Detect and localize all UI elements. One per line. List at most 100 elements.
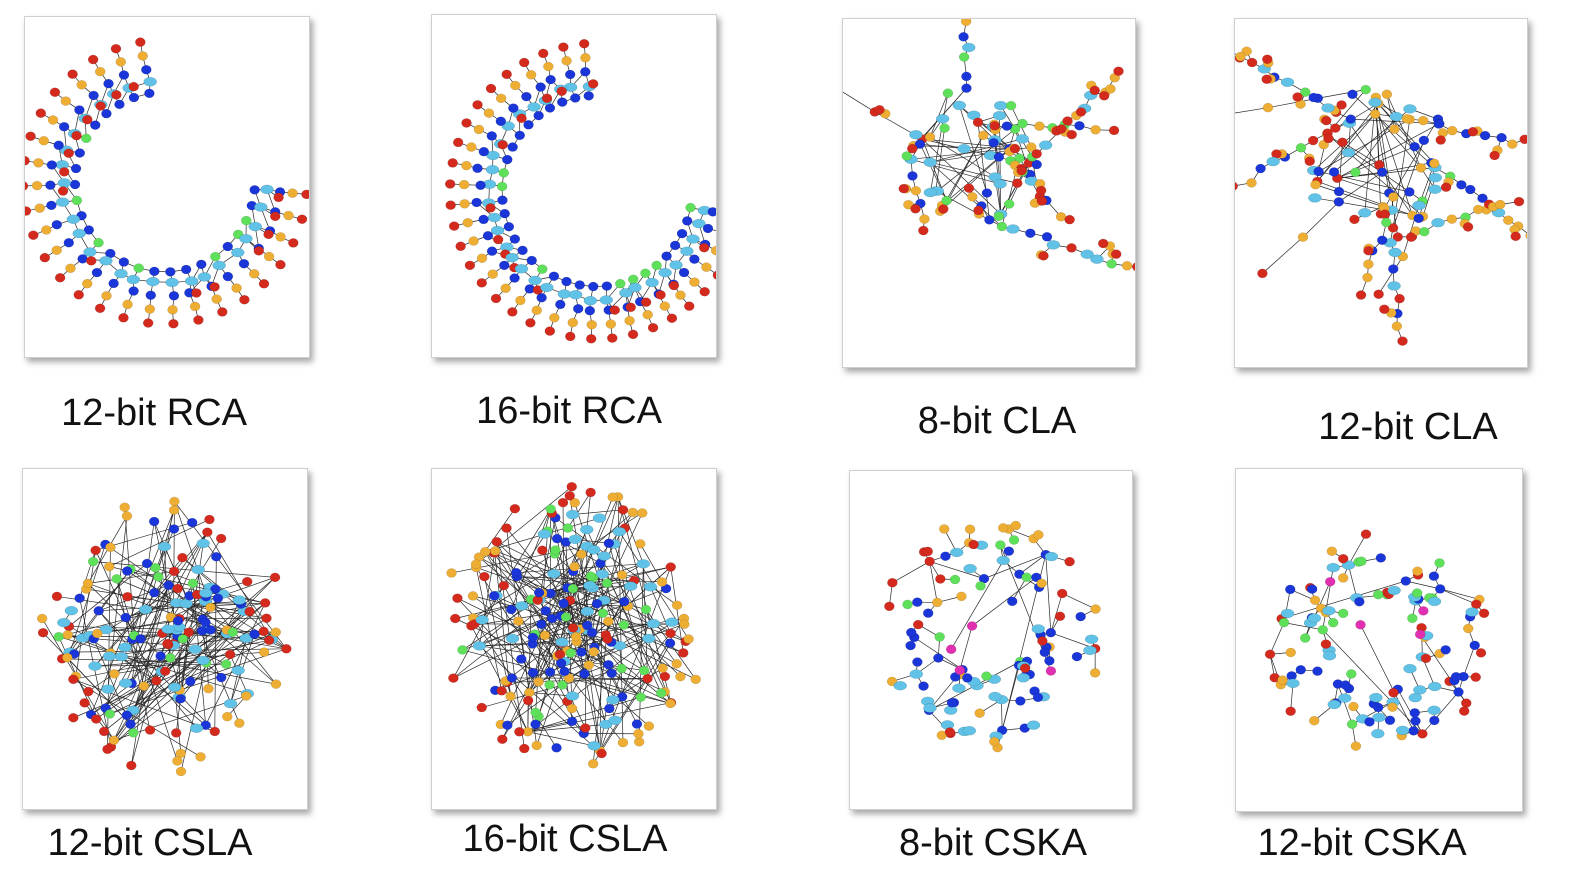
graph-node-red: [684, 301, 695, 311]
graph-node-orange: [939, 524, 950, 534]
graph-node-orange: [989, 736, 1000, 747]
graph-node-cyan: [658, 267, 672, 278]
graph-node-cyan: [1084, 634, 1099, 644]
graph-node-red: [1336, 100, 1347, 110]
graph-node-blue: [516, 654, 527, 664]
graph-node-orange: [1090, 125, 1101, 135]
caption-16-bit-rca: 16-bit RCA: [476, 390, 662, 432]
graph-edge: [1283, 622, 1323, 631]
graph-node-red: [492, 234, 504, 245]
graph-node-orange: [122, 299, 133, 310]
graph-node-orange: [642, 310, 653, 320]
graph-node-cyan: [199, 588, 213, 598]
graph-node-cyan: [527, 102, 541, 112]
graph-node-orange: [543, 61, 554, 72]
graph-node-cyan: [1044, 551, 1059, 562]
graph-node-red: [476, 702, 487, 713]
graph-node-orange: [1246, 178, 1257, 188]
graph-edge: [971, 577, 1037, 627]
graph-node-green: [1300, 633, 1311, 643]
graph-node-blue: [922, 608, 934, 618]
graph-node-red: [935, 574, 946, 584]
graph-node-red: [1363, 246, 1374, 256]
graph-node-red: [973, 205, 984, 216]
graph-node-red: [244, 606, 255, 617]
graph-node-blue: [1375, 553, 1387, 563]
graph-node-blue: [1347, 89, 1358, 100]
graph-edge: [516, 553, 555, 577]
graph-node-red: [907, 143, 918, 154]
graph-edge: [919, 143, 965, 150]
graph-node-red: [607, 333, 618, 343]
graph-node-red: [1304, 156, 1315, 166]
graph-node-red: [525, 318, 536, 328]
graph-node-cyan: [1427, 596, 1442, 607]
graph-node-orange: [563, 673, 575, 683]
graph-edge: [153, 521, 178, 631]
graph-node-orange: [960, 19, 972, 27]
graph-node-red: [1038, 251, 1049, 261]
graph-edge: [125, 585, 169, 684]
graph-node-red: [1475, 648, 1487, 658]
graph-node-cyan: [1465, 607, 1479, 617]
graph-node-red: [1064, 214, 1075, 225]
graph-node-blue: [511, 567, 522, 578]
graph-node-cyan: [138, 604, 153, 615]
graph-node-orange: [1507, 139, 1518, 149]
graph-node-cyan: [118, 678, 133, 688]
graph-node-orange: [459, 199, 470, 209]
graph-node-blue: [1312, 666, 1323, 676]
graph-node-orange: [167, 305, 178, 315]
graph-node-red: [1066, 129, 1077, 140]
graph-node-orange: [1446, 214, 1458, 224]
graph-node-red: [239, 295, 250, 305]
graph-node-green: [545, 504, 556, 514]
graph-node-red: [898, 183, 909, 194]
graph-nodes: [446, 482, 701, 769]
graph-edge: [453, 587, 568, 679]
graph-node-blue: [103, 78, 114, 89]
graph-node-blue: [509, 234, 521, 244]
graph-node-blue: [1025, 228, 1036, 238]
graph-node-cyan: [909, 130, 923, 140]
graph-node-cyan: [239, 234, 253, 244]
graph-node-blue: [1429, 715, 1440, 726]
graph-node-orange: [47, 115, 59, 125]
graph-edge: [484, 551, 568, 702]
graph-node-orange: [1121, 261, 1133, 271]
graph-node-red: [509, 503, 521, 514]
graph-node-red: [1417, 729, 1428, 739]
graph-node-cyan: [963, 563, 977, 574]
graph-node-orange: [287, 188, 298, 198]
graph-node-cyan: [1038, 140, 1053, 150]
graph-node-blue: [499, 208, 510, 219]
graph-node-orange: [570, 631, 582, 642]
graph-edge: [506, 528, 538, 746]
graph-node-green: [128, 728, 139, 738]
graph-node-blue: [1418, 135, 1430, 146]
graph-node-red: [168, 566, 180, 577]
graph-node-blue: [149, 587, 160, 598]
graph-node-red: [1012, 178, 1023, 188]
graph-node-green: [1017, 118, 1028, 129]
graph-node-orange: [689, 277, 700, 287]
graph-node-orange: [500, 283, 511, 293]
graph-edge: [453, 611, 588, 679]
graph-node-red: [519, 743, 530, 754]
graph-node-cyan: [490, 225, 505, 236]
graph-edge: [930, 138, 1023, 163]
network-graph-12-bit-rca: [25, 37, 309, 329]
graph-node-magenta: [1324, 576, 1336, 587]
graph-edge: [983, 554, 1046, 579]
graph-node-blue: [46, 160, 58, 170]
graph-edge: [959, 625, 973, 671]
graph-node-cyan: [196, 655, 210, 666]
graph-node-red: [171, 728, 182, 738]
graph-edge: [130, 568, 211, 631]
graph-node-red: [1066, 243, 1077, 253]
graph-node-blue: [950, 672, 961, 682]
graph-node-red: [1031, 149, 1042, 159]
graph-node-orange: [659, 301, 670, 311]
graph-node-red: [281, 644, 292, 654]
graph-node-red: [516, 113, 527, 123]
